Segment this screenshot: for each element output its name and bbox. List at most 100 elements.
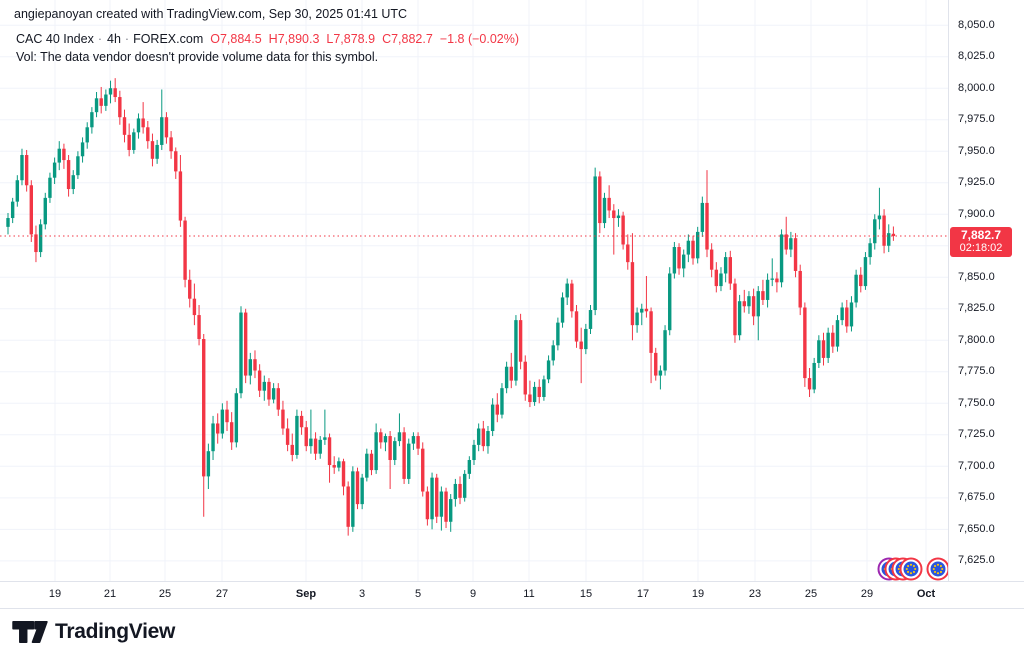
candle-body [248,359,253,376]
legend-separator: · [97,32,102,46]
candle-body [593,176,597,311]
bar-countdown: 02:18:02 [959,242,1003,255]
candle-body [472,444,476,461]
candle-body [682,254,686,269]
candle-body [887,233,891,246]
candle-body [393,441,397,461]
candle-body [15,180,20,202]
candle-body [309,438,313,447]
candle-body [514,320,518,381]
tradingview-logo[interactable]: TradingView [12,620,175,644]
candle-body [626,244,630,263]
candle-body [532,386,537,403]
candle-body [868,243,872,258]
symbol-legend[interactable]: CAC 40 Index · 4h · FOREX.com O7,884.5 H7,890.… [16,32,519,46]
candle-body [202,339,206,477]
candle-body [435,477,439,517]
price-axis-label: 7,800.0 [958,333,995,346]
time-axis-label: 27 [215,588,229,600]
candle-body [351,471,355,527]
candle-body [323,437,327,440]
candle-body [155,144,159,159]
candle-body [57,148,61,163]
candle-body [798,270,802,308]
time-axis-label: 15 [579,588,593,600]
time-axis[interactable]: 19 21 25 27 Sep 3 5 9 11 15 17 19 23 25 29 Oct [0,581,1024,609]
candle-body [407,443,411,479]
time-axis-label: 29 [860,588,874,600]
candle-body [490,404,495,432]
chart-pane[interactable]: angiepanoyan created with TradingView.co… [0,0,948,581]
candle-body [756,291,760,317]
candle-body [588,310,593,329]
candle-body [747,296,751,307]
economic-event-icon[interactable] [926,557,949,581]
candle-body [332,465,336,468]
candle-body [733,283,737,336]
candle-body [10,201,15,219]
candle-body [122,117,127,135]
candle-body [313,438,318,454]
candle-body [556,322,560,346]
candle-body [579,341,583,350]
time-axis-label: 19 [48,588,62,600]
candle-body [542,379,546,397]
candle-body [174,151,178,172]
candle-body [425,491,430,520]
candle-body [104,94,108,106]
candle-body [127,134,131,150]
price-axis-label: 7,750.0 [958,396,995,409]
candle-body [430,477,434,520]
high-value: H7,890.3 [268,32,320,46]
price-axis-label: 7,850.0 [958,270,995,283]
candle-body [365,453,369,478]
candle-body [48,177,52,198]
candle-body [411,436,416,444]
candle-body [668,273,672,331]
price-axis-label: 8,025.0 [958,50,995,63]
candle-body [695,231,700,259]
candle-body [369,453,374,471]
candle-body [239,312,243,394]
candle-body [146,127,150,142]
candle-body [281,409,285,429]
candle-body [94,98,99,113]
candle-body [34,234,38,253]
candle-body [537,386,541,397]
candle-body [854,274,858,303]
candle-body [439,491,444,517]
symbol-name[interactable]: CAC 40 Index [16,32,94,46]
price-axis[interactable]: 8,050.0 8,025.0 8,000.0 7,975.0 7,950.0 7,925… [948,0,1024,582]
candle-body [285,428,290,445]
candle-body [257,370,262,391]
candle-body [863,257,868,287]
candle-body [598,176,602,224]
candle-body [462,473,467,498]
candle-body [43,197,47,225]
legend-separator: · [124,32,130,46]
candlestick-chart[interactable] [0,0,948,581]
candle-body [229,422,234,443]
candle-body [71,175,75,190]
candle-body [551,345,555,361]
candle-body [267,381,271,400]
candle-body [849,302,854,327]
candle-body [584,328,588,350]
time-axis-label: 23 [748,588,762,600]
candle-body [271,388,276,400]
exchange-label[interactable]: FOREX.com [133,32,204,46]
price-axis-label: 7,625.0 [958,554,995,567]
candle-body [355,471,360,505]
economic-event-icon[interactable] [899,557,923,581]
tradingview-logo-text: TradingView [55,620,176,643]
candle-body [560,297,565,323]
footer: TradingView [0,609,1024,665]
candle-body [607,197,611,211]
interval-label[interactable]: 4h [107,32,121,46]
candle-body [770,278,774,280]
candle-body [206,451,211,477]
candle-body [52,162,57,178]
candle-body [826,332,830,358]
candle-body [840,307,844,321]
price-axis-label: 7,925.0 [958,176,995,189]
